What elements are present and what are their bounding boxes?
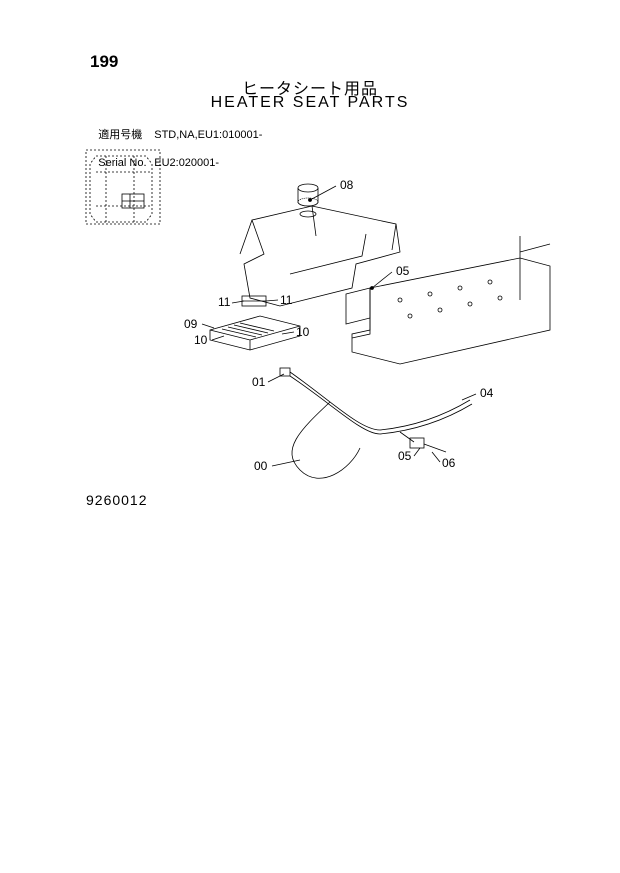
floor-plate: [346, 236, 550, 364]
callout-10a: 10: [194, 333, 207, 347]
callout-10b: 10: [296, 325, 309, 339]
callout-04: 04: [480, 386, 493, 400]
callout-05a: 05: [396, 264, 409, 278]
callout-05b: 05: [398, 449, 411, 463]
callout-09: 09: [184, 317, 197, 331]
callout-08: 08: [340, 178, 353, 192]
callout-06: 06: [442, 456, 455, 470]
console-body: [240, 206, 400, 306]
callout-01: 01: [252, 375, 265, 389]
callout-11a: 11: [218, 295, 230, 309]
callout-00: 00: [254, 459, 267, 473]
ref-cab-icon: [86, 150, 160, 224]
drawing-id: 9260012: [86, 492, 148, 508]
callout-11b: 11: [280, 293, 292, 307]
diagram-svg: [0, 0, 620, 873]
page: 199 ヒータシート用品 HEATER SEAT PARTS 適用号機STD,N…: [0, 0, 620, 873]
